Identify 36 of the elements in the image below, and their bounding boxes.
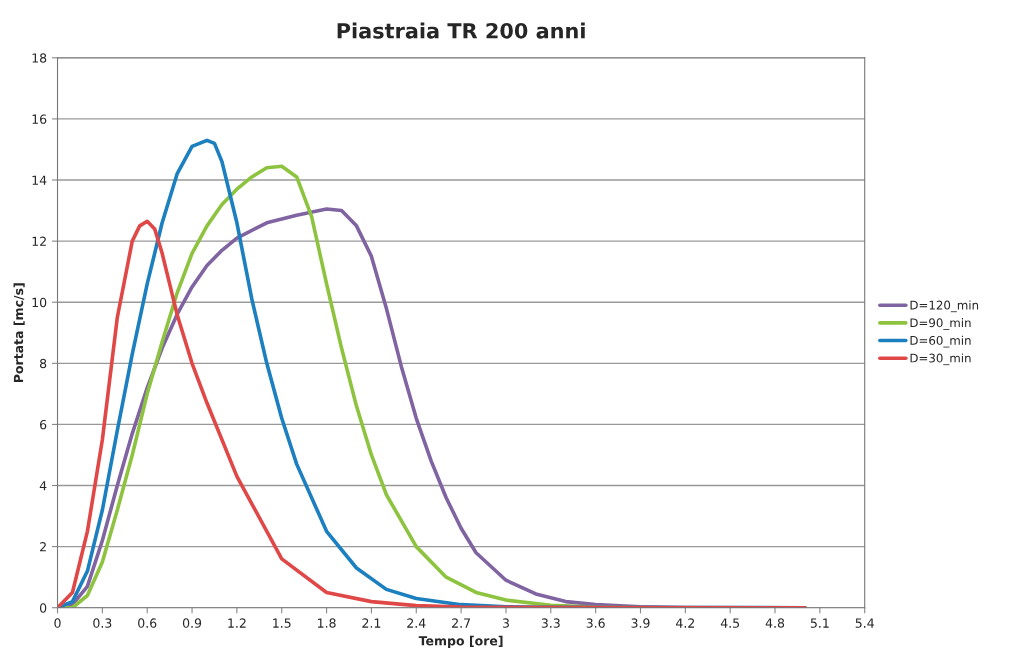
x-tick-label: 2.7: [452, 618, 470, 628]
y-tick-label: 12: [32, 236, 46, 246]
legend-label: D=60_min: [910, 335, 971, 348]
y-tick-label: 14: [32, 175, 47, 185]
x-tick-label: 4.2: [676, 618, 695, 628]
y-tick-label: 4: [39, 481, 47, 491]
x-tick-label: 3.9: [631, 618, 650, 628]
x-tick-label: 1.5: [273, 618, 291, 628]
x-tick-label: 0.6: [138, 618, 157, 628]
x-tick-label: 5.4: [855, 618, 874, 628]
x-tick-label: 3.3: [541, 618, 560, 628]
chart-title: Piastraia TR 200 anni: [337, 22, 585, 39]
legend-label: D=90_min: [910, 318, 971, 330]
x-tick-label: 0: [54, 618, 61, 628]
x-tick-label: 4.8: [765, 618, 785, 628]
x-tick-label: 5.1: [810, 618, 829, 628]
y-tick-label: 16: [32, 114, 47, 124]
y-tick-label: 6: [40, 419, 47, 430]
x-tick-label: 4.5: [720, 618, 740, 628]
y-tick-label: 2: [40, 542, 46, 552]
x-axis-title: Tempo [ore]: [418, 635, 503, 648]
y-tick-label: 8: [39, 358, 47, 369]
x-tick-label: 2.4: [407, 618, 426, 628]
y-tick-label: 0: [39, 603, 47, 613]
x-tick-label: 1.2: [228, 618, 246, 628]
y-tick-label: 10: [32, 297, 47, 308]
x-tick-label: 2.1: [362, 618, 381, 628]
x-tick-label: 0.9: [182, 618, 202, 628]
x-tick-label: 0.3: [93, 618, 112, 628]
legend-label: D=120_min: [910, 300, 979, 313]
x-tick-label: 1.8: [318, 618, 336, 628]
y-axis-title: Portata [mc/s]: [13, 283, 25, 383]
x-tick-label: 3: [502, 618, 509, 628]
x-tick-label: 3.6: [586, 618, 605, 628]
legend-label: D=30_min: [910, 353, 971, 366]
y-tick-label: 18: [32, 53, 47, 63]
